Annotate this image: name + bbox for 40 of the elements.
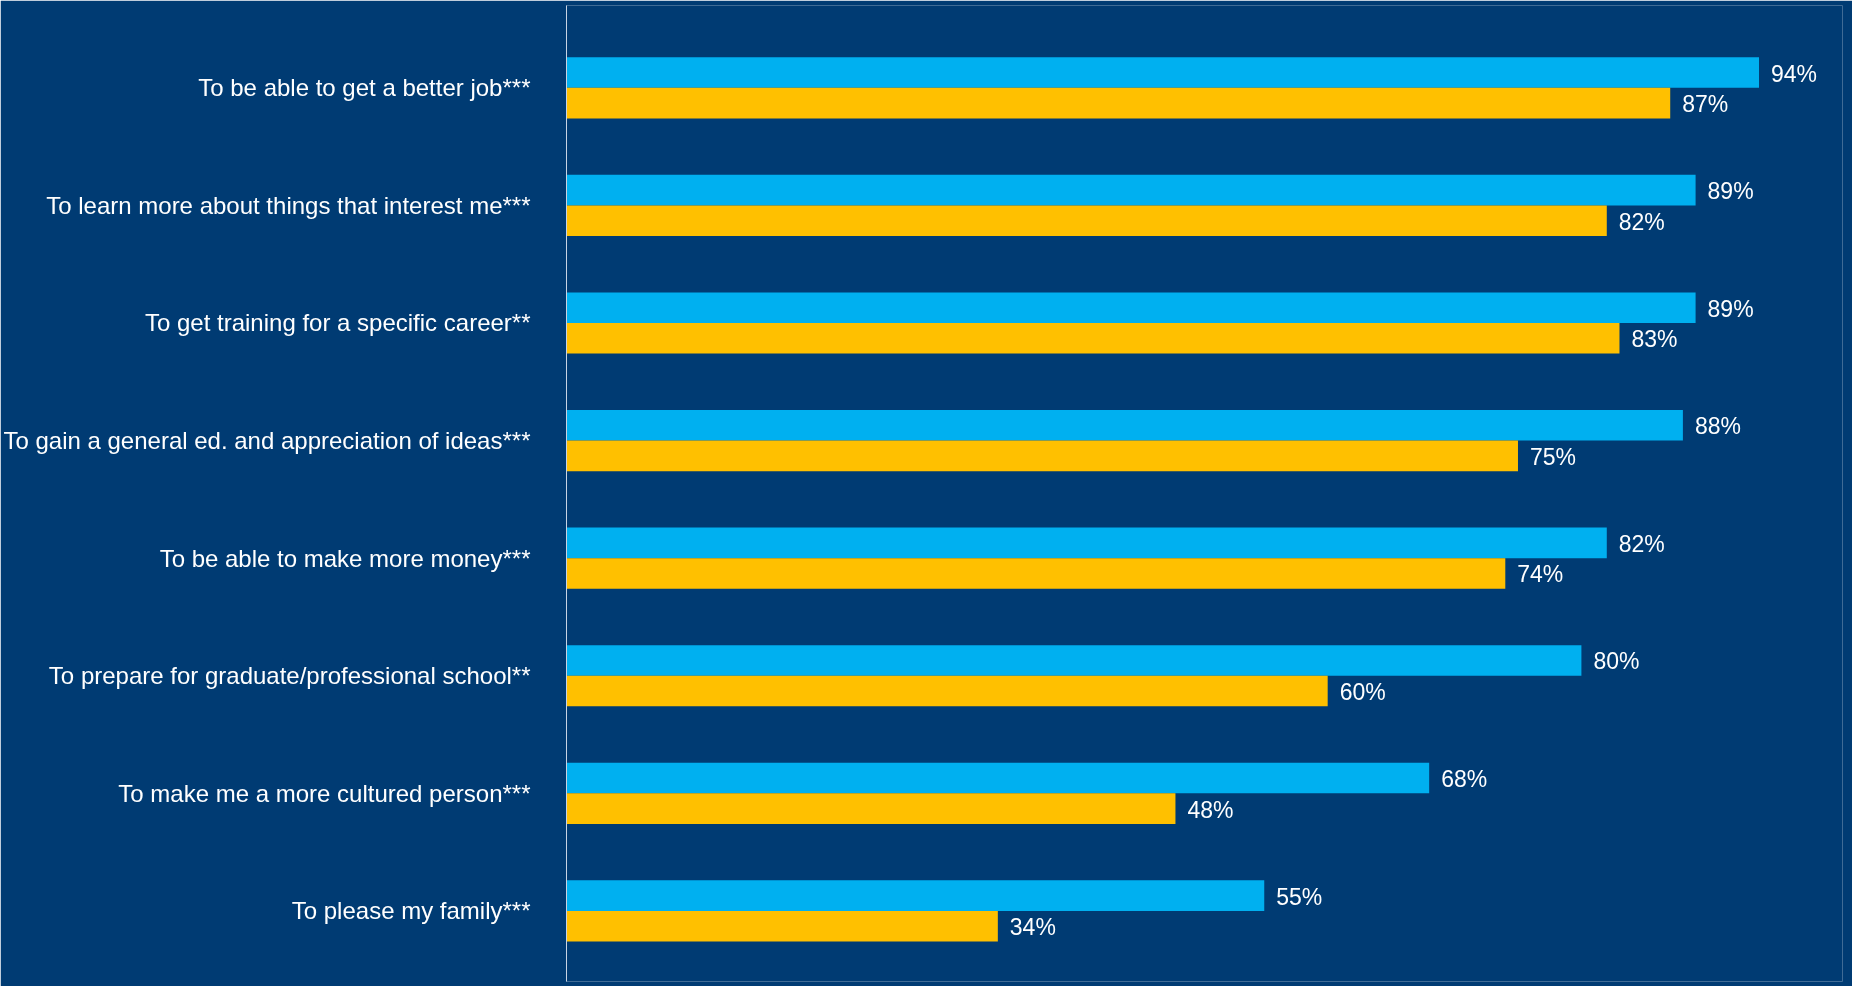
bar bbox=[566, 558, 1506, 589]
data-label: 94% bbox=[1771, 60, 1818, 87]
data-label: 89% bbox=[1707, 178, 1754, 205]
data-label: 68% bbox=[1441, 766, 1488, 793]
bar bbox=[566, 87, 1671, 119]
bar bbox=[566, 645, 1582, 676]
bar bbox=[566, 205, 1607, 236]
bar bbox=[566, 57, 1760, 88]
data-label: 60% bbox=[1339, 679, 1386, 706]
data-label: 34% bbox=[1009, 914, 1056, 941]
data-label: 74% bbox=[1517, 561, 1564, 588]
data-label: 80% bbox=[1593, 648, 1640, 675]
data-label: 89% bbox=[1707, 295, 1754, 322]
bar bbox=[566, 793, 1176, 824]
y-tick-label: To get training for a specific career** bbox=[144, 309, 531, 337]
bar bbox=[566, 675, 1328, 707]
y-tick-label: To be able to make more money*** bbox=[159, 544, 531, 572]
bar bbox=[566, 292, 1696, 323]
data-label: 48% bbox=[1187, 796, 1234, 823]
data-label: 82% bbox=[1618, 208, 1665, 235]
bar bbox=[566, 440, 1518, 472]
y-tick-label: To be able to get a better job*** bbox=[198, 74, 531, 102]
data-label: 75% bbox=[1529, 443, 1577, 470]
bar bbox=[566, 174, 1696, 206]
data-label: 87% bbox=[1682, 91, 1729, 118]
data-label: 55% bbox=[1276, 883, 1323, 910]
bar bbox=[566, 910, 998, 942]
bar bbox=[566, 762, 1430, 794]
y-tick-label: To learn more about things that interest me*** bbox=[46, 191, 531, 219]
y-tick-label: To make me a more cultured person*** bbox=[118, 779, 531, 807]
y-tick-label: To gain a general ed. and appreciation of ideas*** bbox=[3, 427, 531, 455]
y-tick-label: To prepare for graduate/professional school** bbox=[48, 662, 531, 690]
bar bbox=[566, 880, 1265, 911]
bar bbox=[566, 410, 1683, 441]
data-label: 83% bbox=[1631, 326, 1678, 353]
y-tick-label: To please my family*** bbox=[291, 897, 531, 925]
bar bbox=[566, 322, 1620, 354]
data-label: 88% bbox=[1694, 413, 1741, 440]
bar bbox=[566, 527, 1607, 559]
data-label: 82% bbox=[1618, 530, 1665, 557]
